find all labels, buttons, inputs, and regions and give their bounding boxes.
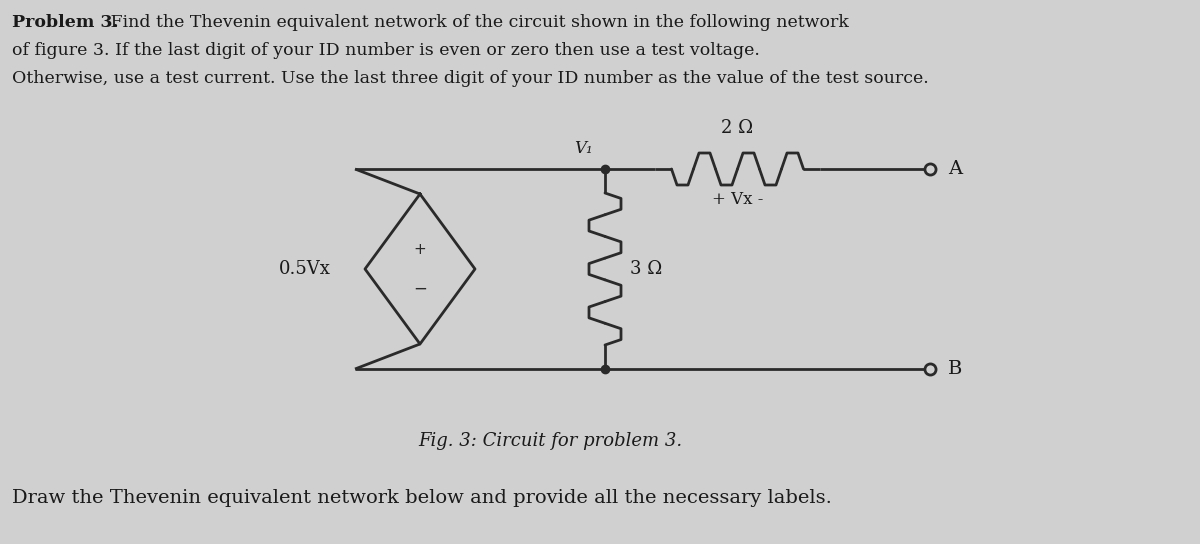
Text: Fig. 3: Circuit for problem 3.: Fig. 3: Circuit for problem 3. (418, 432, 682, 450)
Text: +: + (414, 242, 426, 257)
Text: + Vx -: + Vx - (712, 191, 763, 208)
Text: A: A (948, 160, 962, 178)
Text: V₁: V₁ (575, 140, 593, 157)
Text: −: − (413, 280, 427, 298)
Text: Find the Thevenin equivalent network of the circuit shown in the following netwo: Find the Thevenin equivalent network of … (106, 14, 848, 31)
Text: Problem 3.: Problem 3. (12, 14, 119, 31)
Text: of figure 3. If the last digit of your ID number is even or zero then use a test: of figure 3. If the last digit of your I… (12, 42, 760, 59)
Text: Draw the Thevenin equivalent network below and provide all the necessary labels.: Draw the Thevenin equivalent network bel… (12, 489, 832, 507)
Text: B: B (948, 360, 962, 378)
Text: 3 Ω: 3 Ω (630, 260, 662, 278)
Text: Otherwise, use a test current. Use the last three digit of your ID number as the: Otherwise, use a test current. Use the l… (12, 70, 929, 87)
Text: 0.5Vx: 0.5Vx (280, 260, 331, 278)
Text: 2 Ω: 2 Ω (721, 119, 754, 137)
